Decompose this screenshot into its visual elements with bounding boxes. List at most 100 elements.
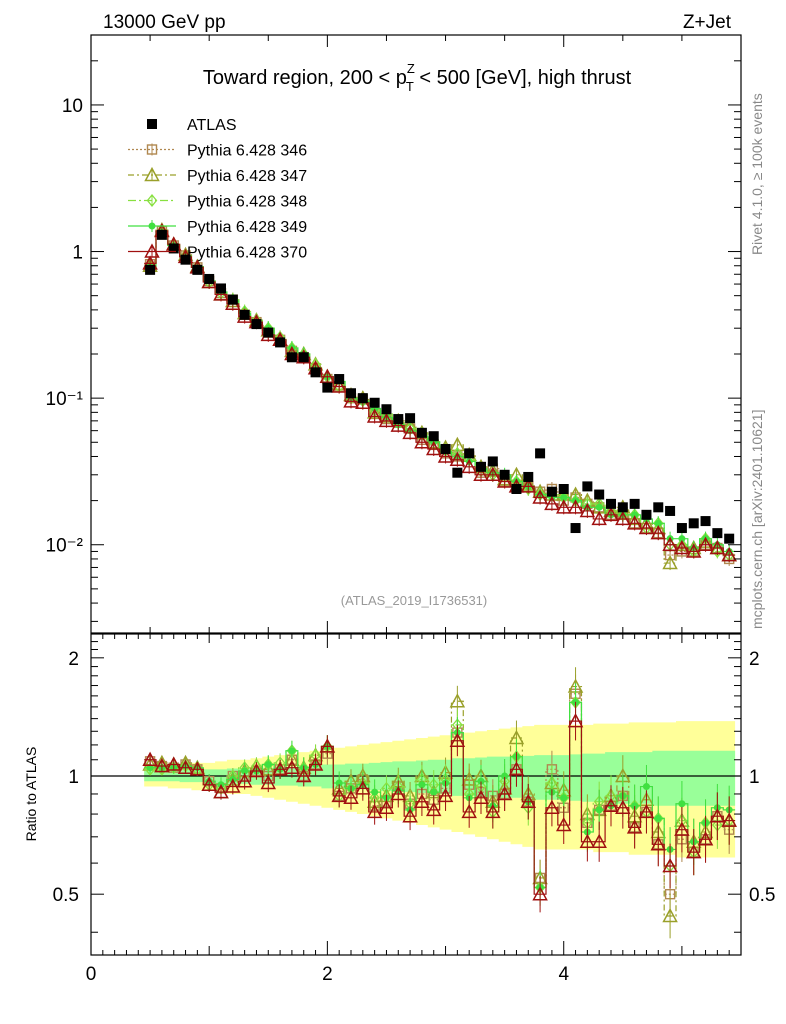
ratio-point — [390, 785, 407, 801]
data-point — [216, 283, 226, 294]
title-superscript: Z — [407, 61, 415, 76]
ratio-point — [430, 788, 438, 796]
data-point — [697, 536, 714, 551]
data-point — [440, 443, 451, 454]
legend-entry: Pythia 6.428 348 — [128, 194, 307, 211]
data-point — [487, 456, 498, 467]
main-panel-frame — [90, 34, 742, 634]
legend-entry: ATLAS — [147, 117, 237, 134]
data-point — [357, 393, 368, 404]
data-point — [555, 499, 572, 514]
ratio-point — [603, 797, 619, 812]
ratio-point — [331, 787, 347, 803]
data-point — [654, 519, 662, 527]
data-point — [239, 309, 250, 320]
x-tick-label: 2 — [322, 964, 333, 985]
series-pythia-6-428-349 — [144, 224, 736, 559]
data-point — [476, 461, 486, 472]
data-point — [192, 264, 203, 275]
data-point — [700, 516, 711, 527]
ratio-point — [654, 814, 662, 822]
data-point — [579, 502, 596, 518]
data-point — [653, 502, 664, 513]
ratio-point — [355, 780, 371, 795]
ratio-point — [165, 756, 182, 771]
data-point — [452, 467, 463, 478]
x-tick-label: 0 — [86, 964, 97, 985]
data-point — [319, 368, 336, 383]
data-point — [558, 484, 569, 495]
data-point — [544, 495, 560, 511]
ratio-y-tick-label-right: 1 — [749, 767, 760, 788]
ratio-point — [236, 773, 253, 788]
data-point — [168, 243, 179, 254]
data-point — [378, 412, 395, 428]
ratio-panel-x-ticks: 0 2 4 — [86, 634, 742, 985]
ratio-point — [402, 808, 418, 823]
ratio-point — [335, 779, 343, 787]
ratio-y-tick-label: 2 — [68, 649, 79, 670]
data-point — [499, 469, 510, 480]
data-point — [343, 393, 359, 408]
ratio-point — [154, 757, 170, 773]
ratio-point — [378, 799, 395, 815]
ratio-point — [213, 784, 229, 799]
data-point — [227, 294, 238, 305]
mcplots-label: mcplots.cern.ch [arXiv:2401.10621] — [749, 410, 765, 629]
legend-entry: Pythia 6.428 347 — [128, 166, 307, 185]
data-point — [662, 554, 678, 570]
data-point — [251, 319, 262, 330]
ratio-point — [520, 793, 537, 808]
ratio-point — [544, 799, 560, 815]
ratio-point — [241, 767, 249, 775]
legend-label: Pythia 6.428 347 — [187, 168, 307, 185]
legend-label: Pythia 6.428 346 — [187, 143, 307, 160]
ratio-panel-y-ticks: 2 2 1 1 0.5 0.5 — [53, 633, 775, 933]
data-point — [567, 499, 584, 514]
data-point — [591, 510, 607, 526]
y-tick-label: 10 — [62, 96, 83, 117]
data-point — [532, 489, 548, 504]
data-point — [298, 352, 309, 363]
series-line-pythia-6-428-348 — [144, 231, 736, 556]
data-point — [685, 543, 702, 558]
data-point — [449, 451, 466, 466]
process-label: Z+Jet — [683, 12, 732, 33]
data-point — [523, 471, 534, 482]
data-point — [145, 264, 156, 275]
data-point — [180, 254, 191, 265]
data-point — [617, 502, 628, 513]
data-point — [275, 337, 286, 348]
y-tick-label: 10⁻² — [46, 536, 84, 557]
ratio-point — [485, 803, 501, 819]
ratio-point — [591, 833, 607, 849]
data-point — [662, 536, 678, 551]
ratio-point — [142, 751, 158, 767]
data-point — [390, 417, 407, 432]
ratio-point — [560, 794, 568, 802]
ratio-point — [371, 788, 379, 796]
series-atlas — [145, 229, 735, 544]
data-point — [213, 286, 229, 301]
main-panel-y-ticks: 10 1 10⁻¹ 10⁻² — [46, 34, 741, 622]
ratio-point — [319, 738, 336, 753]
ratio-point — [631, 802, 639, 810]
legend-entry: Pythia 6.428 370 — [128, 243, 307, 262]
data-point — [461, 458, 477, 474]
title-subscript: T — [406, 79, 414, 94]
data-point — [674, 539, 690, 555]
ratio-y-tick-label-right: 0.5 — [749, 885, 775, 906]
ratio-point — [189, 761, 206, 776]
data-point — [606, 498, 616, 509]
ratio-point — [595, 806, 603, 814]
data-point — [334, 374, 345, 385]
legend-marker — [146, 144, 158, 155]
data-point — [414, 434, 430, 449]
title-before: Toward region, 200 < p — [203, 67, 407, 89]
legend-marker — [148, 222, 156, 230]
ratio-point — [177, 759, 194, 774]
data-point — [631, 511, 639, 519]
data-point — [546, 486, 557, 497]
ratio-point — [567, 713, 584, 728]
